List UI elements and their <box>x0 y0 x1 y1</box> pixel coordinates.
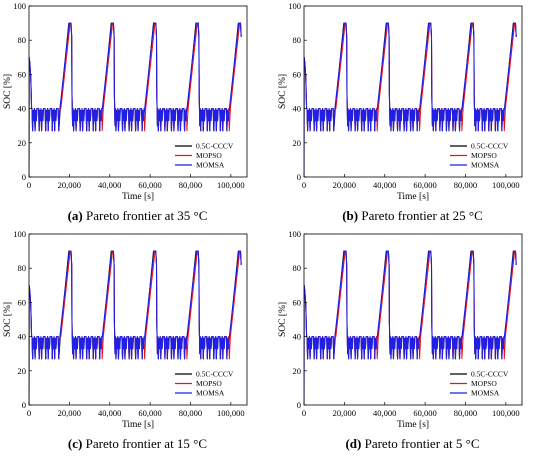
legend-label: 0.5C-CCCV <box>471 370 509 379</box>
x-tick-label: 20,000 <box>333 180 356 190</box>
panel-caption: (d) Pareto frontier at 5 °C <box>275 436 550 452</box>
y-axis-label: SOC [%] <box>3 74 13 109</box>
x-tick-label: 40,000 <box>98 180 121 190</box>
plot-frame <box>28 5 248 178</box>
chart-panel: 0 20 40 60 80 100 0 20,000 40,000 60,000 80,000 100… <box>275 0 550 228</box>
x-tick-label: 100,000 <box>217 408 245 418</box>
plot-frame <box>303 5 523 178</box>
series-line-momsa <box>29 250 242 405</box>
x-tick-label: 40,000 <box>98 408 121 418</box>
panel-caption: (a) Pareto frontier at 35 °C <box>0 208 275 224</box>
y-axis-label: SOC [%] <box>3 302 13 337</box>
legend-label: MOPSO <box>196 379 222 388</box>
panel-caption-text: Pareto frontier at 15 °C <box>82 436 208 451</box>
legend-label: MOPSO <box>471 379 497 388</box>
y-tick-label: 40 <box>293 104 302 114</box>
y-tick-label: 80 <box>18 35 27 45</box>
y-tick-label: 60 <box>293 297 302 307</box>
x-tick-label: 0 <box>302 180 306 190</box>
x-tick-label: 40,000 <box>373 408 396 418</box>
panel-id: (b) <box>342 208 359 223</box>
legend-label: MOMSA <box>471 161 500 170</box>
x-tick-label: 80,000 <box>454 408 477 418</box>
legend-label: 0.5C-CCCV <box>196 142 234 151</box>
x-tick-label: 0 <box>302 408 306 418</box>
y-tick-label: 80 <box>293 35 302 45</box>
y-tick-label: 0 <box>297 400 301 410</box>
x-tick-label: 0 <box>27 408 31 418</box>
x-tick-label: 20,000 <box>333 408 356 418</box>
y-tick-label: 0 <box>22 172 26 182</box>
y-tick-label: 20 <box>293 366 302 376</box>
y-tick-label: 0 <box>22 400 26 410</box>
x-tick-label: 100,000 <box>492 408 520 418</box>
panel-caption-text: Pareto frontier at 35 °C <box>82 208 208 223</box>
plot-frame <box>28 233 248 406</box>
plot-frame <box>303 233 523 406</box>
x-tick-label: 20,000 <box>58 180 81 190</box>
y-tick-label: 20 <box>18 366 27 376</box>
x-tick-label: 80,000 <box>179 180 202 190</box>
x-tick-label: 100,000 <box>217 180 245 190</box>
panel-caption-text: Pareto frontier at 5 °C <box>361 436 480 451</box>
y-tick-label: 40 <box>18 332 27 342</box>
legend-label: MOPSO <box>196 151 222 160</box>
x-tick-label: 60,000 <box>413 408 436 418</box>
series-line-momsa <box>304 250 517 405</box>
panel-caption: (b) Pareto frontier at 25 °C <box>275 208 550 224</box>
x-tick-label: 100,000 <box>492 180 520 190</box>
y-tick-label: 100 <box>13 229 26 239</box>
x-tick-label: 0 <box>27 180 31 190</box>
chart-panel: 0 20 40 60 80 100 0 20,000 40,000 60,000 80,000 100… <box>275 228 550 456</box>
y-tick-label: 40 <box>18 104 27 114</box>
chart-svg: 0 20 40 60 80 100 0 20,000 40,000 60,000 80,000 100… <box>3 229 248 430</box>
x-tick-label: 60,000 <box>138 180 161 190</box>
panel-id: (c) <box>67 436 83 451</box>
x-axis-label: Time [s] <box>122 420 154 430</box>
y-tick-label: 20 <box>18 138 27 148</box>
panel-id: (d) <box>345 436 362 451</box>
x-tick-label: 40,000 <box>373 180 396 190</box>
y-tick-label: 0 <box>297 172 301 182</box>
x-axis-label: Time [s] <box>397 420 429 430</box>
series-line-momsa <box>29 22 242 177</box>
y-tick-label: 80 <box>18 263 27 273</box>
panel-caption-text: Pareto frontier at 25 °C <box>358 208 483 223</box>
y-axis-label: SOC [%] <box>278 74 288 109</box>
x-axis-label: Time [s] <box>122 192 154 202</box>
chart-svg: 0 20 40 60 80 100 0 20,000 40,000 60,000 80,000 100… <box>3 1 248 202</box>
x-tick-label: 80,000 <box>454 180 477 190</box>
x-tick-label: 20,000 <box>58 408 81 418</box>
y-tick-label: 60 <box>293 69 302 79</box>
panel-caption: (c) Pareto frontier at 15 °C <box>0 436 275 452</box>
panel-id: (a) <box>67 208 83 223</box>
y-tick-label: 60 <box>18 297 27 307</box>
legend-label: MOMSA <box>196 389 225 398</box>
legend-label: MOMSA <box>196 161 225 170</box>
y-tick-label: 20 <box>293 138 302 148</box>
chart-svg: 0 20 40 60 80 100 0 20,000 40,000 60,000 80,000 100… <box>278 229 523 430</box>
y-axis-label: SOC [%] <box>278 302 288 337</box>
x-tick-label: 80,000 <box>179 408 202 418</box>
chart-panel: 0 20 40 60 80 100 0 20,000 40,000 60,000 80,000 100… <box>0 0 275 228</box>
x-axis-label: Time [s] <box>397 192 429 202</box>
x-tick-label: 60,000 <box>413 180 436 190</box>
legend-label: MOMSA <box>471 389 500 398</box>
chart-svg: 0 20 40 60 80 100 0 20,000 40,000 60,000 80,000 100… <box>278 1 523 202</box>
legend-label: 0.5C-CCCV <box>471 142 509 151</box>
y-tick-label: 100 <box>288 229 301 239</box>
x-tick-label: 60,000 <box>138 408 161 418</box>
legend-label: 0.5C-CCCV <box>196 370 234 379</box>
chart-panel: 0 20 40 60 80 100 0 20,000 40,000 60,000 80,000 100… <box>0 228 275 456</box>
y-tick-label: 60 <box>18 69 27 79</box>
series-line-momsa <box>304 22 517 177</box>
y-tick-label: 40 <box>293 332 302 342</box>
y-tick-label: 100 <box>13 1 26 11</box>
y-tick-label: 100 <box>288 1 301 11</box>
legend-label: MOPSO <box>471 151 497 160</box>
y-tick-label: 80 <box>293 263 302 273</box>
